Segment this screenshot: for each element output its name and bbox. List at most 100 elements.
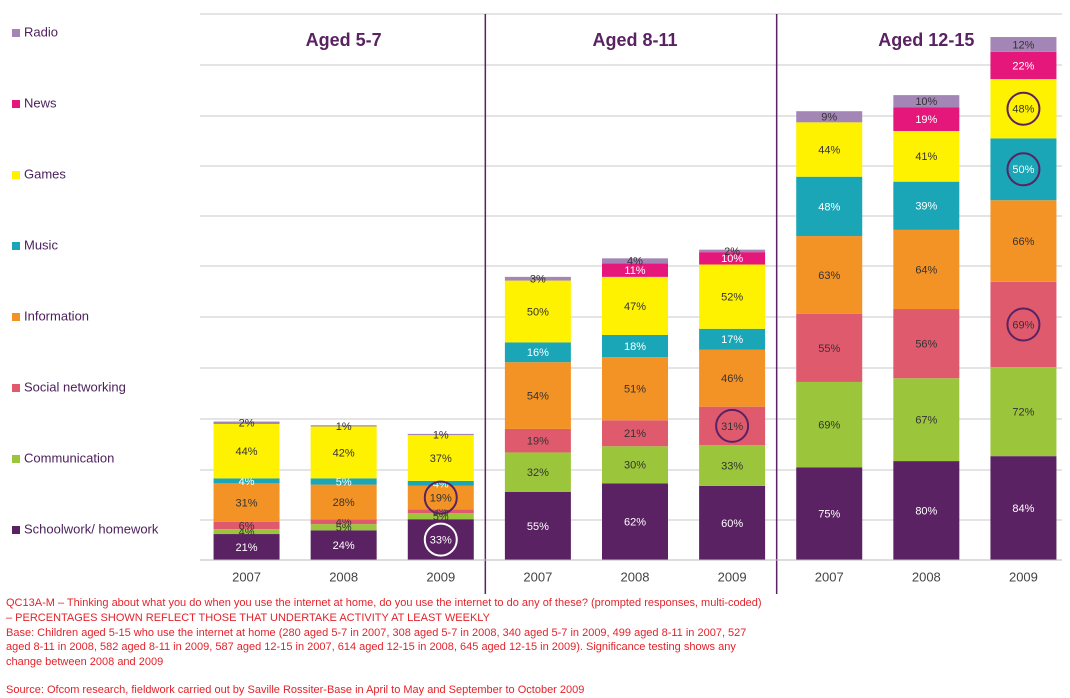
data-label: 84% [1012,503,1034,515]
data-label: 64% [915,264,937,276]
data-label: 50% [527,306,549,318]
data-label: 48% [818,201,840,213]
data-label: 42% [333,447,355,459]
bar-segment [602,446,668,484]
data-label: 51% [624,384,646,396]
data-label: 18% [624,341,646,353]
data-label: 48% [1012,104,1034,116]
x-tick-label: 2007 [232,569,261,584]
legend-label: Communication [24,450,114,465]
bar-segment [699,445,766,486]
bar-segment [699,252,766,265]
data-label: 1% [433,429,449,441]
data-label: 2% [724,246,740,258]
x-tick-label: 2008 [621,569,650,584]
data-label: 41% [915,151,937,163]
bar-segment [699,249,766,253]
bar-segment [213,483,280,522]
x-tick-label: 2007 [523,569,552,584]
legend-label: Radio [24,24,58,39]
bar-segment [504,492,571,560]
data-label: 19% [430,492,452,504]
bar-segment [990,281,1057,368]
bar-segment [990,51,1057,80]
bar-segment [893,461,960,560]
legend-label: Games [24,166,66,181]
data-label: 54% [527,390,549,402]
legend-swatch [12,29,20,37]
bar-segment [407,485,474,510]
bar-segment [893,229,960,310]
bar-segment [990,200,1057,282]
bar-segment [407,480,474,486]
bar-segment [990,79,1057,139]
bar-segment [699,485,766,560]
data-label: 1% [336,421,352,433]
legend-label: Information [24,308,89,323]
footnote: Source: Ofcom research, fieldwork carrie… [6,684,584,696]
x-tick-label: 2008 [329,569,358,584]
bar-segment [990,37,1057,52]
x-tick-label: 2009 [718,569,747,584]
bar-segment [893,130,960,182]
significance-circle [1006,307,1041,342]
data-label: 4% [239,526,255,538]
data-label: 56% [915,339,937,351]
data-label: 17% [721,334,743,346]
bar-segment [893,181,960,230]
legend-swatch [12,526,20,534]
bar-segment [990,138,1057,201]
bar-segment [602,276,668,335]
data-label: 5% [336,476,352,488]
bar-segment [602,334,668,358]
data-label: 50% [1012,164,1034,176]
data-label: 39% [915,201,937,213]
data-label: 46% [721,373,743,385]
data-label: 67% [915,415,937,427]
bar-segment [213,529,280,535]
legend-swatch [12,455,20,463]
data-label: 37% [430,453,452,465]
bar-segment [310,425,377,427]
bar-segment [407,509,474,514]
bar-segment [796,467,863,560]
footnote: QC13A-M – Thinking about what you do whe… [6,597,762,609]
data-label: 12% [1012,39,1034,51]
significance-circle [423,480,458,515]
bar-segment [893,309,960,379]
bar-segment [893,378,960,462]
data-label: 44% [236,446,258,458]
bar-segment [504,280,571,343]
legend-label: Social networking [24,379,126,394]
data-label: 55% [818,343,840,355]
data-label: 33% [721,460,743,472]
footnote: change between 2008 and 2009 [6,656,163,668]
data-label: 21% [624,428,646,440]
data-label: 69% [818,420,840,432]
data-label: 28% [333,497,355,509]
bar-segment [796,176,863,237]
bar-segment [699,349,766,407]
data-label: 32% [527,467,549,479]
data-label: 2% [239,418,255,430]
bar-segment [699,264,766,329]
legend-swatch [12,313,20,321]
significance-circle [1006,91,1041,126]
data-label: 55% [527,521,549,533]
bar-segment [504,362,571,429]
bar-segment [407,435,474,481]
bar-segment [602,483,668,560]
legend-swatch [12,100,20,108]
data-label: 22% [1012,60,1034,72]
group-title: Aged 5-7 [306,30,382,50]
bar-segment [310,530,377,560]
footnote: aged 8-11 in 2008, 582 aged 8-11 in 2009… [6,641,736,653]
bar-segment [310,478,377,485]
data-label: 60% [721,518,743,530]
data-label: 47% [624,301,646,313]
bar-segment [213,521,280,530]
significance-circle [1006,152,1041,187]
bar-segment [602,357,668,421]
